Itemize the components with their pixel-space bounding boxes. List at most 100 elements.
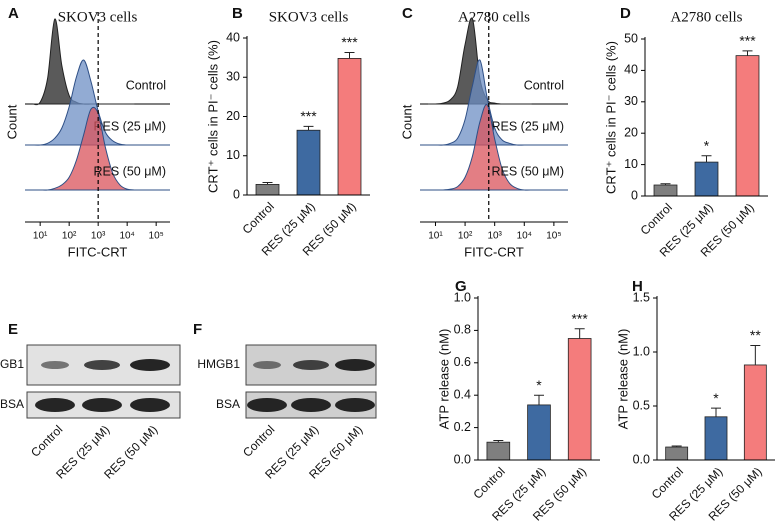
y-tick-label: 0 [631, 188, 638, 202]
y-tick-label: 1.0 [454, 290, 471, 304]
bar [665, 446, 689, 461]
blot-band [291, 398, 331, 412]
y-tick-label: 0.5 [633, 398, 650, 412]
x-tick-label: 10¹ [428, 231, 443, 242]
series-label: RES (25 μM) [492, 119, 565, 133]
error-bar [493, 440, 504, 443]
significance-label: * [704, 138, 710, 154]
error-bar [303, 125, 314, 131]
error-bar [701, 155, 712, 163]
significance-label: *** [300, 108, 317, 124]
y-tick-label: 0.0 [454, 452, 471, 466]
significance-label: *** [341, 34, 358, 50]
significance-label: ** [750, 327, 761, 343]
x-tick-label: 10² [458, 231, 473, 242]
blot-band [335, 359, 375, 371]
y-axis-title: ATP release (nM) [615, 329, 630, 430]
y-tick-label: 50 [624, 31, 638, 45]
y-tick-label: 0.8 [454, 323, 471, 337]
blot-row-label: HMGB1 [197, 357, 240, 371]
error-bar [671, 445, 682, 448]
panel-letter: E [8, 321, 18, 338]
x-axis-title: FITC-CRT [464, 244, 524, 259]
histogram-area [428, 59, 532, 146]
x-tick-label: 10⁴ [517, 231, 532, 242]
blot-band [247, 398, 287, 412]
y-tick-label: 0.4 [454, 387, 471, 401]
y-tick-label: 30 [226, 70, 240, 84]
bar [527, 404, 551, 461]
blot-band [253, 361, 281, 369]
y-tick-label: 10 [624, 157, 638, 171]
y-axis-title: ATP release (nM) [436, 329, 451, 430]
chart-title: A2780 cells [670, 9, 742, 25]
y-tick-label: 0.2 [454, 420, 471, 434]
bar [486, 441, 511, 461]
panel-letter: D [620, 5, 631, 22]
y-tick-label: 20 [226, 109, 240, 123]
x-tick-label: 10² [62, 231, 77, 242]
blot-band [335, 398, 375, 412]
chart-title: SKOV3 cells [269, 9, 349, 25]
y-axis-title: CRT⁺ cells in PI⁻ cells (%) [205, 40, 220, 193]
blot-band [35, 398, 75, 412]
series-label: RES (50 μM) [492, 164, 565, 178]
y-axis-title: CRT⁺ cells in PI⁻ cells (%) [603, 41, 618, 194]
y-tick-label: 1.5 [633, 290, 650, 304]
y-tick-label: 10 [226, 148, 240, 162]
error-bar [660, 183, 671, 186]
error-bar [711, 407, 721, 417]
panel-letter: A [8, 5, 19, 22]
x-tick-label: Control [638, 200, 675, 237]
significance-label: * [536, 377, 542, 393]
y-axis-title: Count [4, 104, 19, 139]
blot-band [130, 398, 170, 412]
error-bar [534, 394, 544, 405]
y-tick-label: 40 [624, 63, 638, 77]
panel-letter: H [632, 278, 643, 295]
x-axis-title: FITC-CRT [68, 244, 128, 259]
x-tick-label: 10⁵ [546, 231, 561, 242]
x-tick-label: Control [649, 464, 686, 501]
blot-band [84, 360, 120, 370]
histogram-area [32, 59, 135, 146]
panel-letter: F [193, 321, 202, 338]
y-axis-title: Count [399, 104, 414, 139]
blot-row-label: HMGB1 [0, 357, 24, 371]
x-tick-label: 10³ [91, 231, 106, 242]
histogram-area [428, 104, 532, 191]
series-label: Control [126, 78, 166, 92]
bar [743, 364, 767, 461]
error-bar [262, 181, 273, 185]
significance-label: * [713, 390, 719, 406]
error-bar [344, 52, 355, 59]
y-tick-label: 30 [624, 94, 638, 108]
panel-letter: G [455, 278, 467, 295]
x-tick-label: Control [240, 199, 277, 236]
error-bar [574, 328, 585, 339]
bar [694, 161, 719, 197]
y-tick-label: 0.0 [633, 452, 650, 466]
panel-letter: C [402, 5, 413, 22]
series-label: Control [524, 78, 564, 92]
error-bar [750, 345, 761, 365]
blot-row-label: BSA [216, 397, 240, 411]
x-tick-label: Control [470, 464, 507, 501]
significance-label: *** [571, 310, 588, 326]
x-tick-label: 10⁵ [149, 231, 164, 242]
blot-band [41, 361, 69, 369]
blot-band [82, 398, 122, 412]
y-tick-label: 20 [624, 125, 638, 139]
y-tick-label: 0 [233, 187, 240, 201]
error-bar [742, 50, 753, 56]
chart-title: SKOV3 cells [58, 9, 138, 25]
blot-lane-label: Control [240, 422, 277, 459]
panel-letter: B [232, 5, 243, 22]
bar [735, 55, 760, 197]
bar [567, 338, 592, 461]
series-label: RES (50 μM) [94, 164, 167, 178]
histogram-area [32, 106, 135, 191]
blot-band [293, 360, 329, 370]
x-tick-label: 10³ [487, 231, 502, 242]
